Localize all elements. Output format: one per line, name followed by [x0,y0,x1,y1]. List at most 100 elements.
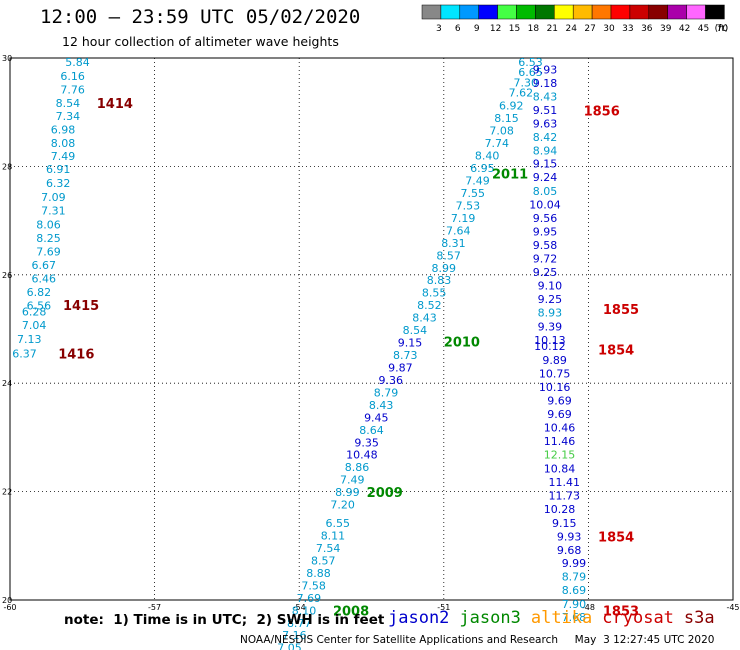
color-bin-label: 36 [641,24,653,34]
wave-height-value: 8.94 [533,145,558,158]
page-title: 12:00 – 23:59 UTC 05/02/2020 [40,6,361,28]
pass-number-label: 2009 [367,486,403,501]
wave-height-value: 7.54 [316,542,341,555]
color-bin-label: 21 [547,24,558,34]
wave-height-value: 6.37 [12,347,37,360]
wave-height-value: 8.25 [36,232,61,245]
wave-height-value: 7.62 [509,87,534,100]
wave-height-value: 8.99 [432,262,457,275]
wave-height-value: 11.73 [549,489,581,502]
pass-number-label: 1415 [63,299,99,314]
wave-height-value: 6.28 [22,306,47,319]
wave-height-value: 11.46 [544,435,576,448]
wave-height-value: 7.20 [330,499,355,512]
pass-number-label: 1854 [598,344,634,359]
wave-height-value: 9.93 [557,531,582,544]
wave-height-value: 8.43 [369,399,394,412]
satellite-cryosat: cryosat [602,608,674,628]
wave-height-value: 9.36 [379,374,404,387]
lon-tick-label: -48 [582,603,595,612]
color-bin-label: 45 [698,24,709,34]
wave-height-value: 6.46 [31,273,56,286]
wave-height-value: 8.79 [374,386,399,399]
color-bin-label: 18 [528,24,540,34]
wave-height-value: 7.34 [56,110,81,123]
wave-height-value: 8.99 [335,486,360,499]
wave-height-value: 9.25 [533,266,558,279]
wave-height-value: 7.13 [17,333,42,346]
wave-height-value: 7.64 [446,224,471,237]
wave-height-value: 9.10 [538,280,563,293]
wave-height-value: 8.64 [359,424,384,437]
satellite-s3a: s3a [683,608,715,628]
wave-height-value: 6.53 [518,56,543,69]
wave-height-value: 8.43 [533,90,558,103]
pass-number-label: 1416 [58,347,94,362]
map-frame [9,57,734,601]
color-bin-label: 12 [490,24,501,34]
lat-tick-label: 20 [2,596,12,605]
wave-height-value: 9.39 [538,320,563,333]
wave-height-value: 10.75 [539,367,571,380]
wave-height-value: 6.91 [46,163,71,176]
color-bin-label: 9 [474,24,480,34]
wave-height-value: 6.92 [499,100,524,113]
wave-height-value: 6.16 [60,70,85,83]
wave-height-value: 7.16 [282,629,307,642]
color-bin-label: 39 [660,24,672,34]
wave-height-value: 10.04 [529,198,561,211]
wave-height-value: 8.43 [412,312,437,325]
wave-height-value: 9.35 [354,436,379,449]
wave-height-value: 8.86 [345,461,370,474]
wave-height-value: 8.15 [494,112,519,125]
wave-height-value: 9.69 [547,395,572,408]
wave-height-value: 10.16 [539,381,571,394]
lat-tick-label: 26 [2,271,12,280]
wave-height-value: 6.95 [470,162,495,175]
wave-height-value: 8.11 [321,530,346,543]
wave-height-value: 8.57 [436,249,461,262]
wave-height-value: 7.31 [41,204,66,217]
wave-height-value: 8.54 [56,97,81,110]
wave-height-value: 9.89 [542,354,567,367]
lon-tick-label: -45 [726,603,739,612]
satellite-legend: jason2 jason3 altika cryosat s3a [388,608,725,628]
pass-number-label: 2008 [333,604,369,619]
satellite-altika: altika [530,608,593,628]
wave-height-value: 10.46 [544,422,576,435]
wave-height-value: 8.06 [36,218,61,231]
wave-height-value: 7.49 [465,174,490,187]
wave-height-value: 9.15 [398,337,423,350]
wave-height-value: 7.58 [301,579,326,592]
wave-height-value: 7.05 [277,642,302,650]
wave-height-value: 7.30 [513,76,538,89]
wave-height-value: 8.69 [562,584,587,597]
wave-height-value: 9.45 [364,411,389,424]
wave-height-value: 7.53 [456,199,481,212]
middle-track: 6.536.657.307.626.928.157.087.748.406.95… [277,56,543,650]
lat-tick-label: 28 [2,162,12,171]
wave-height-value: 10.28 [544,503,576,516]
wave-height-value: 8.77 [287,617,312,630]
wave-height-value: 9.87 [388,361,413,374]
pass-number-label: 1855 [603,303,639,318]
note-text: note: 1) Time is in UTC; 2) SWH is in fe… [64,612,385,628]
wave-height-value: 6.56 [27,300,52,313]
wave-height-value: 8.93 [538,307,563,320]
page-subtitle: 12 hour collection of altimeter wave hei… [62,34,339,49]
wave-height-value: 9.69 [547,408,572,421]
wave-height-value: 7.19 [451,212,476,225]
wave-height-value: 6.55 [326,517,351,530]
color-bin-label: 33 [622,24,633,34]
satellite-jason3: jason3 [459,608,521,628]
wave-height-value: 10.84 [544,462,576,475]
wave-height-value: 7.08 [489,125,514,138]
credit-text: NOAA/NESDIS Center for Satellite Applica… [240,634,715,646]
wave-height-value: 6.67 [31,259,56,272]
color-bin-label: 15 [509,24,520,34]
lon-tick-label: -54 [293,603,306,612]
pass-number-label: 1414 [97,97,133,112]
wave-height-value: 6.65 [518,66,543,79]
wave-height-value: 6.82 [27,286,52,299]
